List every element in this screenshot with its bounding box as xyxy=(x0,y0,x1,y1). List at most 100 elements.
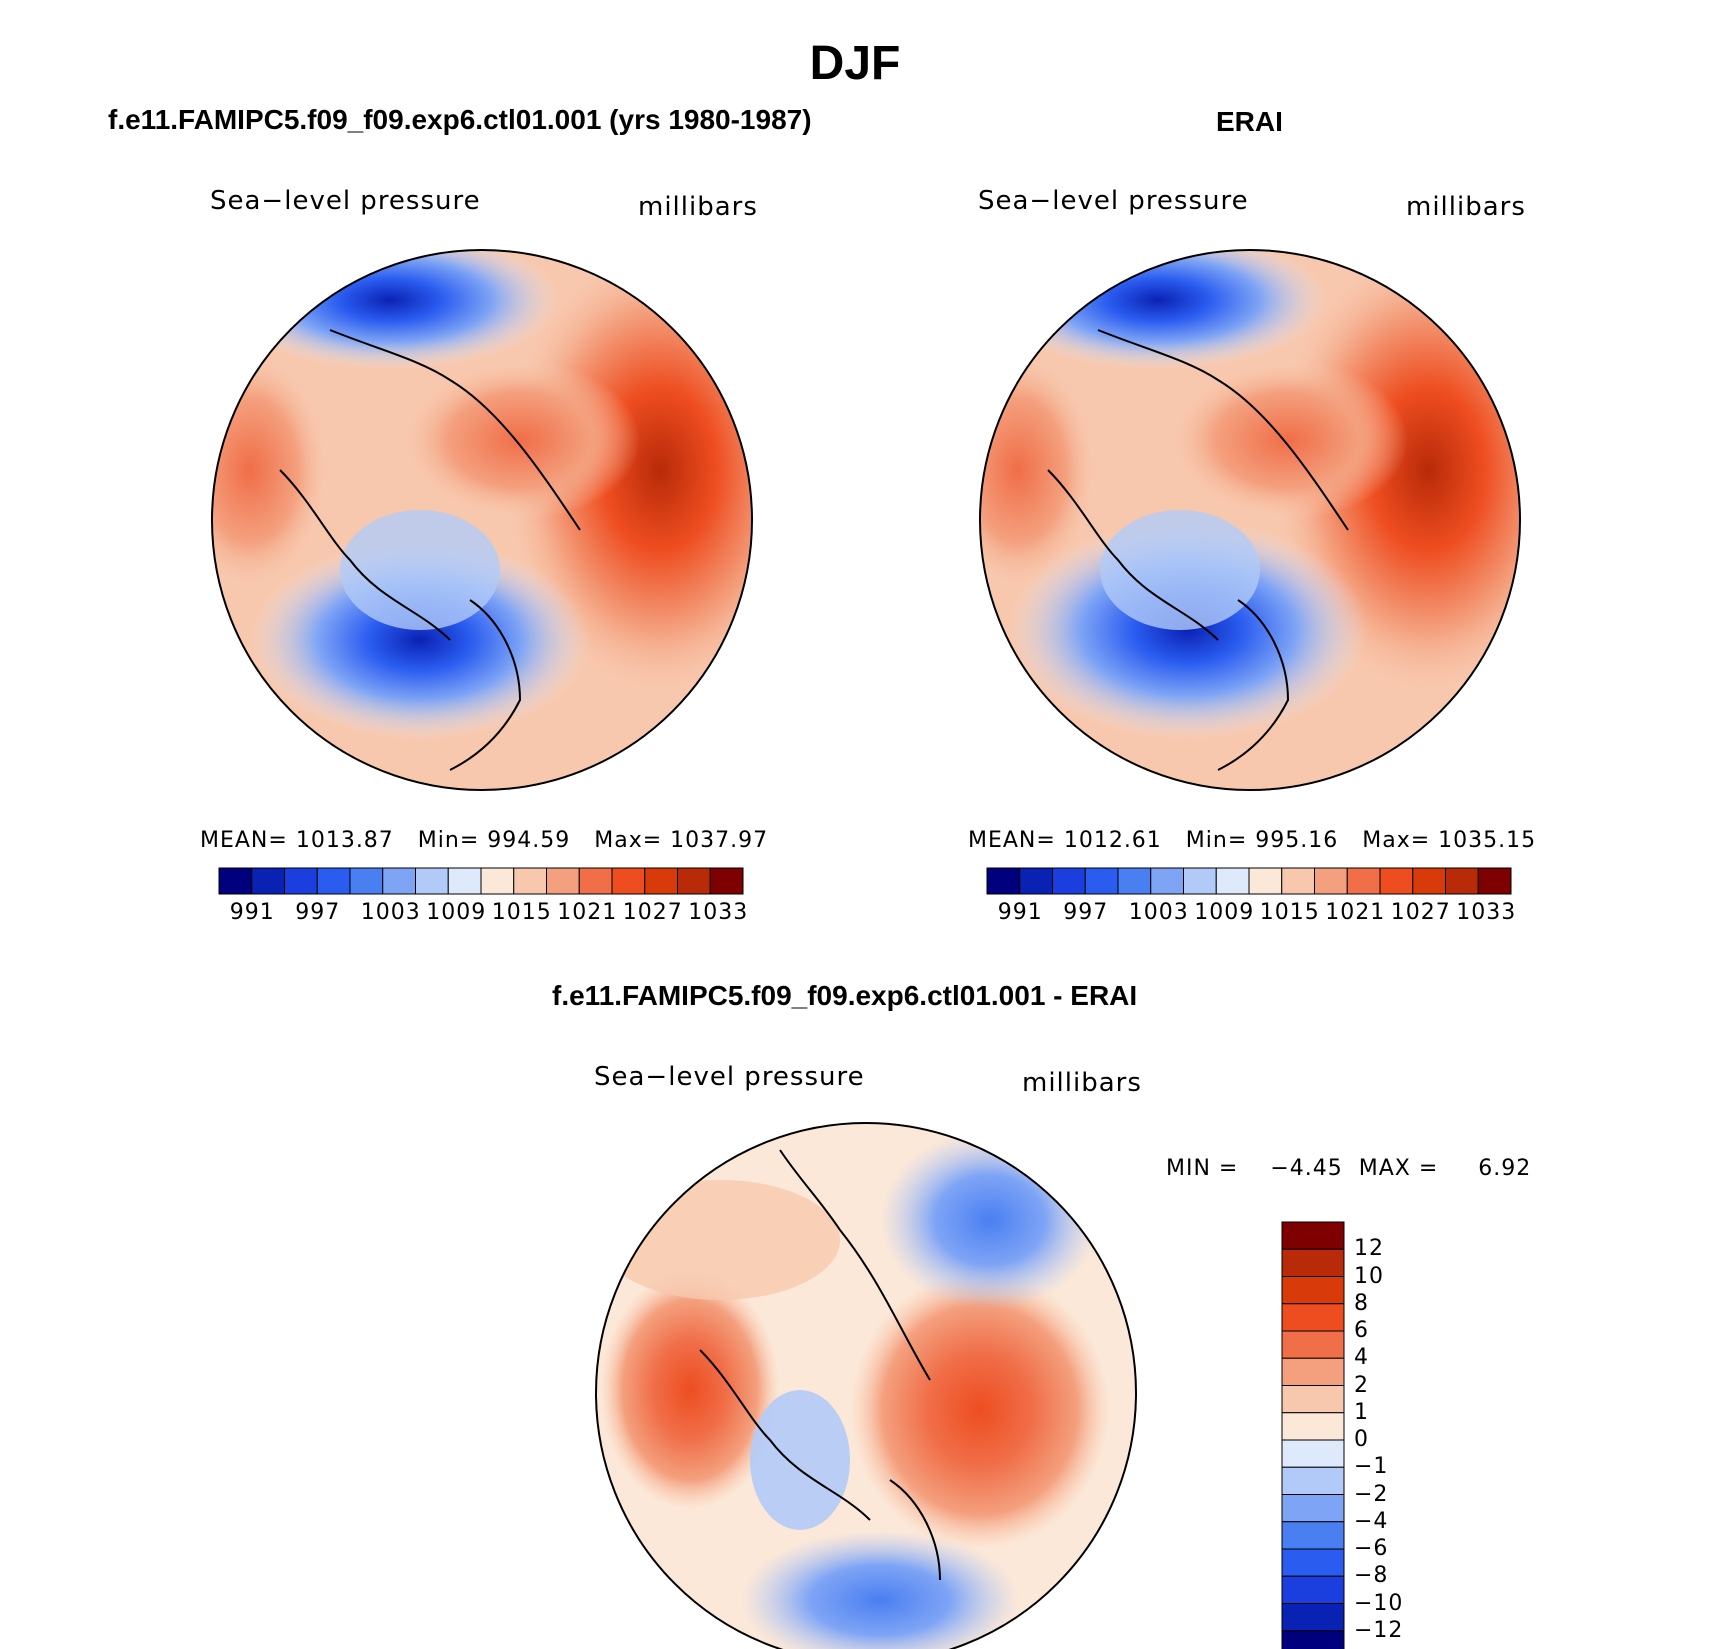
colorbar-tick-label: 1015 xyxy=(1259,900,1320,925)
colorbar-tick-label: 1033 xyxy=(1456,900,1517,925)
colorbar-tick-label: 1 xyxy=(1354,1399,1369,1425)
panel-title-obs: ERAI xyxy=(1216,106,1283,137)
colorbar-tick-label: −8 xyxy=(1354,1563,1389,1589)
units-label-obs: millibars xyxy=(1406,192,1526,222)
max-label: Max= xyxy=(594,828,663,853)
colorbar-swatch xyxy=(1379,867,1414,895)
figure-title: DJF xyxy=(809,37,901,90)
colorbar-swatch xyxy=(1281,1276,1345,1305)
max-value: 1037.97 xyxy=(670,828,769,853)
colorbar-tick-label: 997 xyxy=(1063,900,1109,925)
colorbar-swatch xyxy=(1183,867,1217,895)
colorbar-tick-label: 4 xyxy=(1354,1345,1369,1371)
colorbar-tick-label: 1033 xyxy=(688,900,749,925)
min-label: MIN = xyxy=(1166,1156,1239,1181)
max-value: 1035.15 xyxy=(1438,828,1537,853)
colorbar-tick-label: 1027 xyxy=(1390,900,1451,925)
colorbar-tick-label: 2 xyxy=(1354,1372,1369,1398)
colorbar-tick-label: −1 xyxy=(1354,1454,1389,1480)
map-model xyxy=(212,250,752,790)
min-value: 994.59 xyxy=(487,828,571,853)
colorbar-swatch xyxy=(1052,867,1086,895)
panel-title-model: f.e11.FAMIPC5.f09_f09.exp6.ctl01.001 (yr… xyxy=(108,104,812,135)
colorbar-swatch xyxy=(1281,867,1315,895)
colorbar-tick-label: 1009 xyxy=(1194,900,1255,925)
colorbar-diff xyxy=(1281,1221,1345,1649)
max-label: MAX = xyxy=(1358,1156,1439,1181)
colorbar-tick-label: 0 xyxy=(1354,1427,1369,1452)
colorbar-swatch xyxy=(1477,867,1512,895)
stats-model: MEAN= 1013.87 Min= 994.59 Max= 1037.97 xyxy=(200,828,768,853)
colorbar-swatch xyxy=(986,867,1021,895)
colorbar-model xyxy=(218,867,744,895)
colorbar-swatch xyxy=(1281,1303,1345,1332)
max-label: Max= xyxy=(1362,828,1431,853)
colorbar-swatch xyxy=(1084,867,1119,895)
colorbar-swatch xyxy=(1281,1385,1345,1414)
colorbar-tick-label: 1003 xyxy=(1128,900,1189,925)
colorbar-swatch xyxy=(1281,1439,1345,1468)
variable-label-obs: Sea−level pressure xyxy=(978,186,1249,216)
colorbar-swatch xyxy=(1412,867,1446,895)
colorbar-tick-label: 8 xyxy=(1354,1290,1369,1316)
mean-label: MEAN= xyxy=(968,828,1056,853)
colorbar-swatch xyxy=(1281,1221,1345,1250)
colorbar-swatch xyxy=(382,867,416,895)
panel-title-diff: f.e11.FAMIPC5.f09_f09.exp6.ctl01.001 - E… xyxy=(552,980,1138,1011)
colorbar-tick-label: −2 xyxy=(1354,1481,1389,1507)
colorbar-swatch xyxy=(1281,1521,1345,1550)
colorbar-tick-label: 991 xyxy=(229,900,275,925)
colorbar-swatch xyxy=(284,867,318,895)
colorbar-tick-label: 1009 xyxy=(426,900,487,925)
colorbar-swatch xyxy=(1150,867,1184,895)
colorbar-swatch xyxy=(251,867,285,895)
colorbar-tick-label: 1021 xyxy=(1325,900,1386,925)
colorbar-swatch xyxy=(447,867,482,895)
mean-value: 1012.61 xyxy=(1063,828,1162,853)
colorbar-swatch xyxy=(1314,867,1348,895)
colorbar-tick-label: 991 xyxy=(997,900,1043,925)
colorbar-swatch xyxy=(1346,867,1381,895)
min-label: Min= xyxy=(1185,828,1248,853)
colorbar-swatch xyxy=(349,867,384,895)
colorbar-swatch xyxy=(1019,867,1053,895)
colorbar-tick-label: 10 xyxy=(1354,1263,1384,1289)
mean-value: 1013.87 xyxy=(295,828,394,853)
colorbar-tick-label: −10 xyxy=(1354,1590,1404,1616)
colorbar-swatch xyxy=(1117,867,1152,895)
colorbar-tick-label: −12 xyxy=(1354,1617,1404,1643)
colorbar-tick-label: 6 xyxy=(1354,1318,1369,1343)
variable-label-model: Sea−level pressure xyxy=(210,186,481,216)
colorbar-obs xyxy=(986,867,1512,895)
units-label-model: millibars xyxy=(638,192,758,222)
stats-obs: MEAN= 1012.61 Min= 995.16 Max= 1035.15 xyxy=(968,828,1536,853)
variable-label-diff: Sea−level pressure xyxy=(594,1062,865,1092)
colorbar-swatch xyxy=(1281,1575,1345,1604)
colorbar-swatch xyxy=(1281,1330,1345,1359)
colorbar-swatch xyxy=(1281,1494,1345,1523)
colorbar-swatch xyxy=(611,867,646,895)
colorbar-swatch xyxy=(480,867,515,895)
stats-diff: MIN = −4.45 MAX = 6.92 xyxy=(1166,1156,1531,1181)
min-label: Min= xyxy=(417,828,480,853)
map-obs xyxy=(980,250,1520,790)
colorbar-swatch xyxy=(578,867,613,895)
colorbar-swatch xyxy=(1248,867,1283,895)
colorbar-swatch xyxy=(644,867,678,895)
colorbar-swatch xyxy=(546,867,580,895)
colorbar-swatch xyxy=(1445,867,1479,895)
colorbar-swatch xyxy=(1281,1412,1345,1441)
min-value: 995.16 xyxy=(1255,828,1339,853)
colorbar-swatch xyxy=(316,867,351,895)
colorbar-swatch xyxy=(1281,1630,1345,1649)
colorbar-swatch xyxy=(709,867,744,895)
colorbar-swatch xyxy=(677,867,711,895)
colorbar-swatch xyxy=(1281,1357,1345,1386)
colorbar-tick-label: 1021 xyxy=(557,900,618,925)
colorbar-tick-label: 1003 xyxy=(360,900,421,925)
colorbar-tick-label: 1015 xyxy=(491,900,552,925)
colorbar-swatch xyxy=(513,867,547,895)
colorbar-swatch xyxy=(218,867,253,895)
max-value: 6.92 xyxy=(1478,1156,1532,1181)
